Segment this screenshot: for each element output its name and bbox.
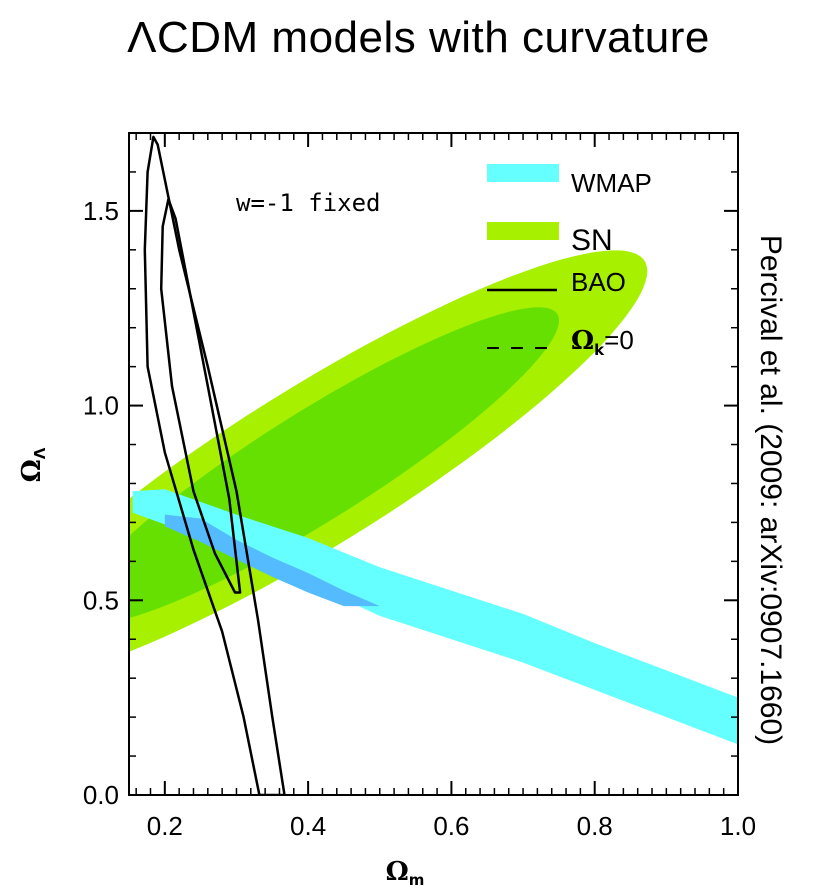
wmap-contour-inner	[164, 514, 380, 607]
y-axis-subscript: Λ	[31, 447, 49, 459]
bao-contour-outer	[143, 135, 286, 795]
wmap-contour-outer	[132, 489, 738, 745]
x-axis-symbol: Ω	[386, 857, 409, 887]
legend: WMAP SN BAO Ωk=0	[487, 164, 652, 359]
y-tick-label: 1.5	[83, 196, 119, 226]
y-tick-label: 0.0	[83, 780, 119, 810]
legend-swatch-sn	[487, 222, 559, 240]
y-tick-label: 1.0	[83, 391, 119, 421]
legend-label-sn: SN	[571, 224, 613, 257]
y-axis-label: ΩΛ	[17, 447, 49, 482]
legend-label-bao: BAO	[571, 267, 626, 297]
wmap-contours	[132, 489, 738, 745]
axis-ticks	[129, 132, 739, 796]
annotation-w-fixed: w=-1 fixed	[236, 189, 381, 217]
chart-title: ΛCDM models with curvature	[127, 13, 710, 62]
x-axis-subscript: m	[409, 871, 425, 889]
legend-swatch-wmap	[487, 164, 559, 182]
bao-contours	[143, 135, 286, 795]
legend-omega-suffix: =0	[604, 325, 634, 355]
y-axis-symbol: Ω	[17, 459, 47, 482]
legend-omega-symbol: Ω	[571, 326, 594, 356]
legend-omega-subscript: k	[594, 341, 605, 359]
y-tick-label: 0.5	[83, 585, 119, 615]
axis-tick-labels: 0.2 0.4 0.6 0.8 1.0 0.0 0.5 1.0 1.5	[83, 196, 756, 841]
bao-contour-inner	[159, 197, 242, 594]
x-tick-label: 0.2	[147, 811, 183, 841]
sn-contours	[129, 250, 648, 652]
plot-frame	[128, 132, 739, 796]
x-tick-label: 0.8	[577, 811, 613, 841]
legend-label-wmap: WMAP	[571, 168, 652, 198]
reference-note-text: Percival et al. (2009: arXiv:0907.1660)	[754, 234, 787, 746]
x-tick-label: 0.4	[290, 811, 326, 841]
x-tick-label: 0.6	[433, 811, 469, 841]
legend-label-omegak: Ωk=0	[571, 325, 634, 359]
x-axis-label: Ωm	[386, 857, 425, 889]
x-tick-label: 1.0	[720, 811, 756, 841]
